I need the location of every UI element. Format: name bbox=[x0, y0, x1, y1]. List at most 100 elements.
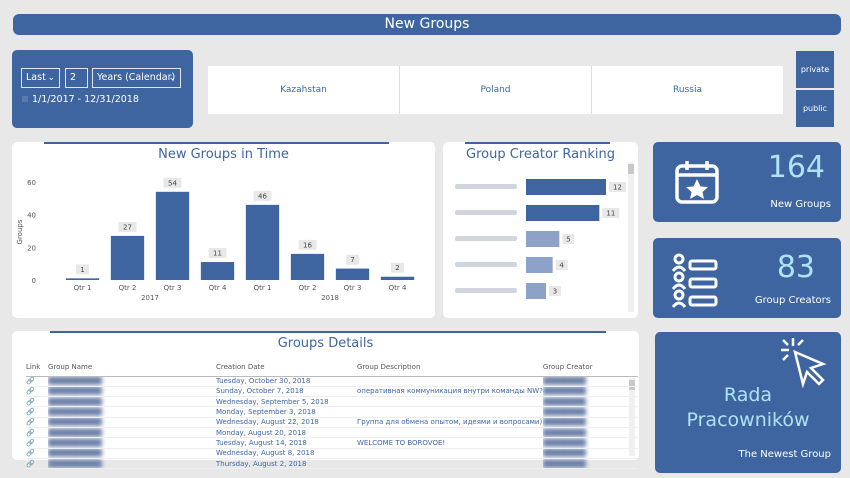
table-header-row: Link Group Name Creation Date Group Desc… bbox=[26, 362, 638, 377]
group-creator-cell: ████████ bbox=[542, 386, 638, 398]
table-row[interactable]: 🔗 ██████████ Tuesday, October 30, 2018 ████… bbox=[26, 376, 638, 387]
data-label-bg bbox=[609, 182, 626, 192]
private-button[interactable]: private bbox=[796, 51, 834, 88]
data-label: 4 bbox=[559, 262, 564, 270]
panel-accent-line bbox=[465, 142, 610, 144]
group-creator-cell: ████████ bbox=[542, 396, 638, 408]
creation-date-cell: Thursday, August 2, 2018 bbox=[216, 458, 357, 470]
newest-group-card: Rada Pracowników The Newest Group bbox=[655, 332, 841, 473]
creator-name-blurred bbox=[455, 262, 517, 267]
unit-select[interactable]: Years (Calendar) ⌄ bbox=[92, 68, 181, 88]
group-creator-cell: ████████ bbox=[542, 437, 638, 449]
period-select[interactable]: Last ⌄ bbox=[21, 68, 60, 88]
creation-date-cell: Wednesday, August 8, 2018 bbox=[216, 448, 357, 459]
public-button[interactable]: public bbox=[796, 90, 834, 127]
data-label: 1 bbox=[80, 266, 84, 274]
bar bbox=[335, 268, 370, 280]
bar bbox=[526, 257, 553, 273]
data-label-bg bbox=[208, 248, 227, 259]
creation-date-cell: Monday, September 3, 2018 bbox=[216, 406, 357, 418]
creator-name-blurred bbox=[455, 288, 517, 293]
creation-date-cell: Wednesday, September 5, 2018 bbox=[216, 396, 357, 408]
column-header-group-name[interactable]: Group Name bbox=[48, 362, 216, 377]
group-creators-kpi-card: 83 Group Creators bbox=[653, 238, 841, 318]
date-range-value: 1/1/2017 - 12/31/2018 bbox=[32, 94, 139, 105]
data-label: 12 bbox=[613, 184, 622, 192]
data-label: 46 bbox=[258, 192, 267, 200]
data-label-bg bbox=[602, 208, 620, 218]
country-option-poland[interactable]: Poland bbox=[400, 66, 592, 114]
x-tick-label: Qtr 2 bbox=[299, 284, 317, 292]
column-header-group-description[interactable]: Group Description bbox=[357, 362, 543, 377]
data-label: 27 bbox=[123, 223, 132, 231]
year-label: 2017 bbox=[141, 294, 159, 302]
link-icon[interactable]: 🔗 bbox=[26, 376, 48, 387]
link-icon[interactable]: 🔗 bbox=[26, 448, 48, 459]
country-slicer: Kazahstan Poland Russia bbox=[208, 66, 783, 114]
y-tick-label: 60 bbox=[27, 179, 36, 187]
group-creator-cell: ████████ bbox=[542, 448, 638, 459]
group-name-cell: ██████████ bbox=[48, 437, 216, 449]
group-creator-ranking-panel: Group Creator Ranking 12 11 5 4 3 bbox=[443, 142, 638, 318]
link-icon[interactable]: 🔗 bbox=[26, 427, 48, 439]
page-title: New Groups bbox=[13, 14, 841, 35]
table-row[interactable]: 🔗 ██████████ Sunday, October 7, 2018 операт… bbox=[26, 386, 638, 398]
x-tick-label: Qtr 3 bbox=[164, 284, 182, 292]
table-row[interactable]: 🔗 ██████████ Wednesday, August 8, 2018 ████… bbox=[26, 448, 638, 459]
group-description-cell bbox=[357, 458, 543, 470]
link-icon[interactable]: 🔗 bbox=[26, 417, 48, 428]
group-description-cell: оперативная коммуникация внутри команды … bbox=[357, 386, 543, 398]
table-row[interactable]: 🔗 ██████████ Monday, September 3, 2018 ████… bbox=[26, 406, 638, 418]
scrollbar-thumb[interactable] bbox=[628, 164, 634, 174]
group-creators-value: 83 bbox=[776, 250, 815, 285]
bar bbox=[110, 235, 145, 280]
chevron-down-icon: ⌄ bbox=[47, 73, 55, 83]
table-row[interactable]: 🔗 ██████████ Thursday, August 2, 2018 █████… bbox=[26, 458, 638, 470]
column-header-link[interactable]: Link bbox=[26, 362, 48, 377]
data-label-bg bbox=[562, 234, 575, 244]
cursor-click-icon[interactable] bbox=[779, 336, 835, 388]
group-creator-cell: ████████ bbox=[542, 417, 638, 428]
period-value: Last bbox=[26, 72, 46, 83]
table-row[interactable]: 🔗 ██████████ Monday, August 20, 2018 ██████… bbox=[26, 427, 638, 439]
chevron-down-icon: ⌄ bbox=[168, 73, 176, 83]
group-description-cell: WELCOME TO BOROVOE! bbox=[357, 437, 543, 449]
group-name-cell: ██████████ bbox=[48, 396, 216, 408]
y-tick-label: 0 bbox=[32, 277, 36, 285]
group-name-cell: ██████████ bbox=[48, 417, 216, 428]
creation-date-cell: Wednesday, August 22, 2018 bbox=[216, 417, 357, 428]
table-row[interactable]: 🔗 ██████████ Wednesday, September 5, 2018 █… bbox=[26, 396, 638, 408]
group-description-cell: Группа для обмена опытом, идеями и вопро… bbox=[357, 417, 543, 428]
column-header-group-creator[interactable]: Group Creator bbox=[542, 362, 638, 377]
data-label: 2 bbox=[395, 264, 399, 272]
link-icon[interactable]: 🔗 bbox=[26, 458, 48, 470]
table-row[interactable]: 🔗 ██████████ Wednesday, August 22, 2018 Гру… bbox=[26, 417, 638, 428]
date-filter-card: Last ⌄ 2 Years (Calendar) ⌄ 1/1/2017 - 1… bbox=[12, 50, 193, 128]
data-label-bg bbox=[391, 262, 404, 273]
data-label: 11 bbox=[213, 250, 222, 258]
data-label-bg bbox=[346, 254, 359, 265]
creator-name-blurred bbox=[455, 236, 517, 241]
newest-group-name[interactable]: Rada Pracowników bbox=[655, 383, 841, 433]
groups-details-table: Link Group Name Creation Date Group Desc… bbox=[26, 362, 638, 470]
link-icon[interactable]: 🔗 bbox=[26, 396, 48, 408]
data-label-bg bbox=[118, 221, 137, 232]
bar bbox=[65, 278, 100, 280]
newest-group-name-line2: Pracowników bbox=[686, 409, 810, 431]
creation-date-cell: Sunday, October 7, 2018 bbox=[216, 386, 357, 398]
country-option-kazahstan[interactable]: Kazahstan bbox=[208, 66, 400, 114]
count-input[interactable]: 2 bbox=[65, 68, 88, 88]
link-icon[interactable]: 🔗 bbox=[26, 386, 48, 398]
ranking-scrollbar[interactable] bbox=[628, 162, 634, 312]
bar bbox=[380, 276, 415, 280]
country-option-russia[interactable]: Russia bbox=[673, 85, 702, 95]
data-label-bg bbox=[163, 177, 182, 188]
link-icon[interactable]: 🔗 bbox=[26, 437, 48, 449]
new-groups-in-time-panel: New Groups in Time 0 20 40 60 Groups 1 Qtr 1 27… bbox=[12, 142, 435, 318]
table-row[interactable]: 🔗 ██████████ Tuesday, August 14, 2018 WELCO… bbox=[26, 437, 638, 449]
link-icon[interactable]: 🔗 bbox=[26, 406, 48, 418]
column-header-creation-date[interactable]: Creation Date bbox=[216, 362, 357, 377]
x-tick-label: Qtr 4 bbox=[209, 284, 227, 292]
bar bbox=[290, 253, 325, 280]
group-description-cell bbox=[357, 448, 543, 459]
